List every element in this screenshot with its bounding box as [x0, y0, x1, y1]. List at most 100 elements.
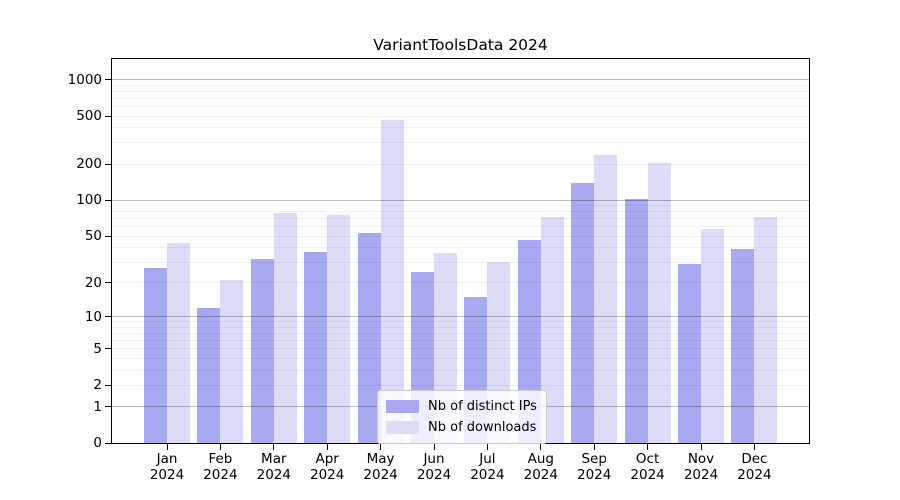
gridline-minor-90 [112, 205, 809, 207]
y-tick-label-2: 2 [93, 377, 102, 394]
gridline-minor-70 [112, 218, 809, 220]
gridline-major-100 [112, 199, 809, 201]
gridline-minor-80 [112, 211, 809, 213]
y-tick-label-200: 200 [76, 156, 102, 173]
y-tick-0 [105, 442, 111, 444]
y-tick-5 [105, 348, 111, 350]
bar-oct-distinct-ips [624, 199, 648, 443]
x-tick-label-jan: Jan 2024 [140, 451, 194, 483]
bar-may-distinct-ips [357, 233, 381, 443]
x-tick-year: 2024 [630, 467, 665, 483]
x-tick-label-mar: Mar 2024 [247, 451, 301, 483]
x-tick-month: Sep [581, 451, 607, 467]
y-tick-label-20: 20 [84, 274, 102, 291]
legend-swatch-downloads [386, 421, 419, 434]
gridline-minor-8 [112, 326, 809, 328]
x-tick-year: 2024 [737, 467, 772, 483]
gridline-minor-700 [112, 97, 809, 99]
y-tick-100 [105, 199, 111, 201]
y-tick-label-10: 10 [84, 308, 102, 325]
bar-sep-distinct-ips [571, 182, 595, 443]
y-tick-label-1: 1 [93, 398, 102, 415]
y-tick-label-0: 0 [93, 435, 102, 451]
x-tick-jan [166, 444, 168, 450]
x-tick-label-oct: Oct 2024 [621, 451, 675, 483]
x-tick-year: 2024 [470, 467, 505, 483]
x-tick-jun [433, 444, 435, 450]
gridline-minor-6 [112, 340, 809, 342]
x-tick-month: Nov [687, 451, 715, 467]
x-tick-sep [593, 444, 595, 450]
legend-label-distinct-ips: Nb of distinct IPs [428, 399, 537, 414]
gridline-minor-4 [112, 357, 809, 359]
x-tick-label-apr: Apr 2024 [300, 451, 354, 483]
gridline-minor-900 [112, 84, 809, 86]
x-tick-may [380, 444, 382, 450]
x-tick-label-jun: Jun 2024 [407, 451, 461, 483]
x-tick-year: 2024 [683, 467, 719, 483]
y-tick-2 [105, 384, 111, 386]
x-tick-year: 2024 [416, 467, 452, 483]
x-tick-feb [219, 444, 221, 450]
gridline-minor-40 [112, 247, 809, 249]
x-tick-apr [326, 444, 328, 450]
bar-nov-downloads [701, 228, 724, 443]
bar-nov-distinct-ips [678, 264, 701, 443]
y-tick-200 [105, 163, 111, 165]
x-tick-aug [540, 444, 542, 450]
bar-jan-downloads [167, 242, 190, 443]
gridline-major-10 [112, 316, 809, 318]
x-tick-label-may: May 2024 [354, 451, 408, 483]
bar-apr-downloads [327, 214, 351, 443]
gridline-minor-300 [112, 142, 809, 144]
y-tick-50 [105, 235, 111, 237]
y-tick-20 [105, 282, 111, 284]
x-tick-year: 2024 [149, 467, 185, 483]
x-tick-label-jul: Jul 2024 [460, 451, 514, 483]
x-tick-month: Jun [423, 451, 445, 467]
gridline-minor-400 [112, 127, 809, 129]
y-tick-1 [105, 406, 111, 408]
x-tick-month: Feb [208, 451, 233, 467]
x-tick-oct [647, 444, 649, 450]
gridline-minor-600 [112, 105, 809, 107]
x-tick-jul [486, 444, 488, 450]
gridline-minor-5 [112, 348, 809, 350]
x-tick-month: Jul [479, 451, 496, 467]
gridline-minor-20 [112, 282, 809, 284]
x-tick-label-nov: Nov 2024 [674, 451, 728, 483]
x-tick-nov [700, 444, 702, 450]
x-tick-year: 2024 [256, 467, 291, 483]
gridline-minor-60 [112, 226, 809, 228]
y-tick-label-50: 50 [84, 228, 102, 245]
bar-feb-distinct-ips [197, 308, 221, 443]
y-tick-label-5: 5 [93, 340, 102, 357]
x-tick-label-aug: Aug 2024 [514, 451, 568, 483]
y-tick-500 [105, 115, 111, 117]
x-tick-month: Apr [315, 451, 339, 467]
x-tick-year: 2024 [203, 467, 238, 483]
y-tick-10 [105, 316, 111, 318]
plot-area: Nb of distinct IPs Nb of downloads 0 1 2 5 1… [68, 58, 810, 483]
bar-dec-downloads [754, 217, 778, 443]
x-tick-label-feb: Feb 2024 [193, 451, 247, 483]
x-tick-month: Jan [156, 451, 178, 467]
bar-may-downloads [380, 120, 404, 443]
x-tick-month: Dec [741, 451, 768, 467]
x-tick-month: May [366, 451, 395, 467]
gridline-minor-3 [112, 369, 809, 371]
gridline-minor-30 [112, 261, 809, 263]
x-tick-month: Aug [527, 451, 554, 467]
x-tick-month: Mar [261, 451, 287, 467]
x-tick-year: 2024 [523, 467, 558, 483]
y-tick-1000 [105, 79, 111, 81]
gridline-minor-500 [112, 115, 809, 117]
x-tick-mar [273, 444, 275, 450]
bar-apr-distinct-ips [304, 251, 328, 443]
chart-title: VariantToolsData 2024 [373, 36, 548, 54]
gridline-major-1000 [112, 79, 809, 81]
y-tick-label-100: 100 [76, 192, 102, 209]
bar-feb-downloads [220, 280, 244, 443]
gridline-minor-800 [112, 90, 809, 92]
